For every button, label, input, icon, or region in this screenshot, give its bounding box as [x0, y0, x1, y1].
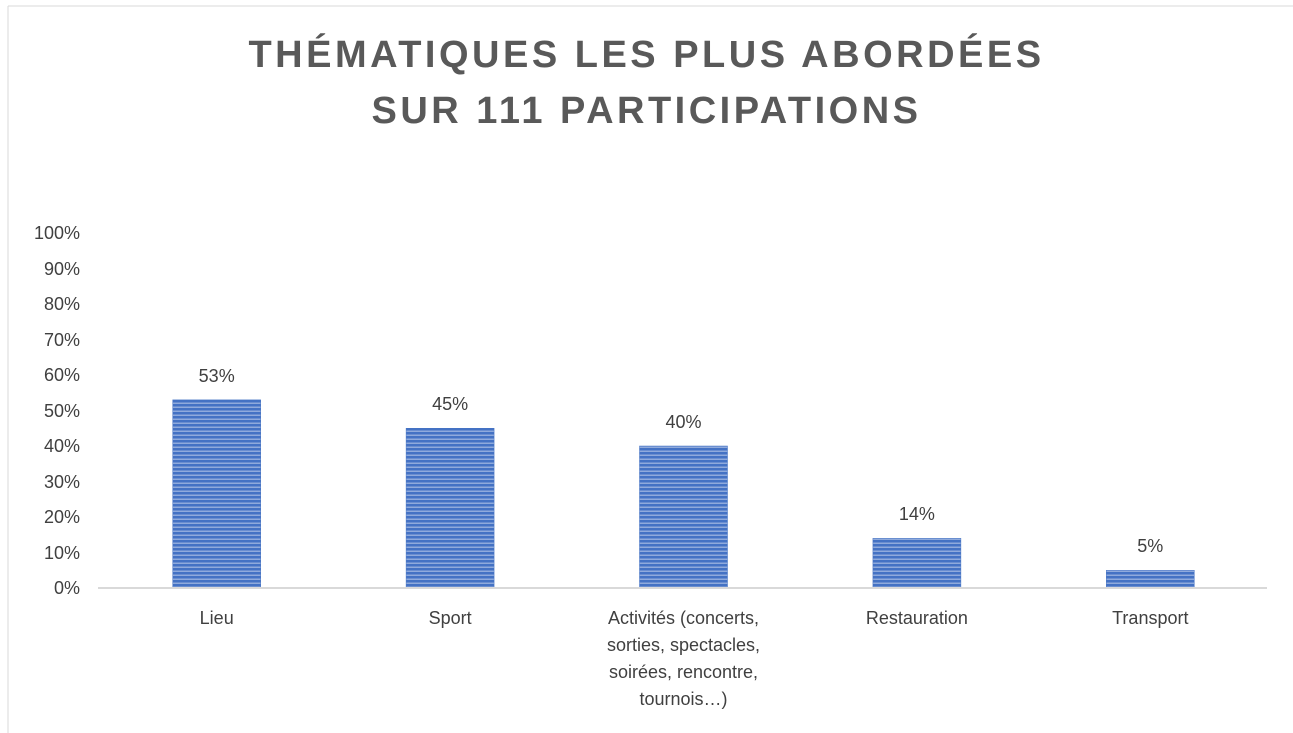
data-label: 45% [432, 394, 469, 415]
y-tick-label: 80% [43, 294, 80, 314]
x-tick-label: Restauration [865, 608, 968, 628]
y-tick-label: 90% [43, 258, 80, 279]
y-tick-label: 100% [33, 223, 80, 243]
y-tick-label: 60% [43, 365, 80, 385]
y-tick-label: 50% [43, 400, 80, 421]
data-label: 14% [898, 504, 935, 525]
y-tick-label: 40% [43, 436, 80, 456]
chart-title: THÉMATIQUES LES PLUS ABORDÉES [248, 34, 1045, 76]
data-label: 53% [198, 365, 235, 386]
x-tick-label: Lieu [199, 608, 234, 628]
chart-title: SUR 111 PARTICIPATIONS [371, 90, 922, 132]
bar [405, 428, 495, 589]
x-tick-label: Sport [428, 608, 472, 628]
y-tick-label: 20% [43, 507, 80, 527]
x-tick-label: Transport [1112, 608, 1189, 628]
bar [1106, 570, 1195, 589]
bar [872, 538, 962, 589]
y-tick-label: 30% [43, 471, 80, 492]
y-tick-label: 0% [53, 578, 80, 598]
y-tick-label: 70% [43, 329, 80, 350]
y-tick-label: 10% [43, 542, 80, 563]
bar [172, 399, 261, 589]
x-tick-label: Activités (concerts, sorties, spectacles… [606, 608, 761, 709]
data-label: 5% [1137, 536, 1164, 557]
data-label: 40% [665, 412, 702, 432]
bar [639, 445, 728, 589]
